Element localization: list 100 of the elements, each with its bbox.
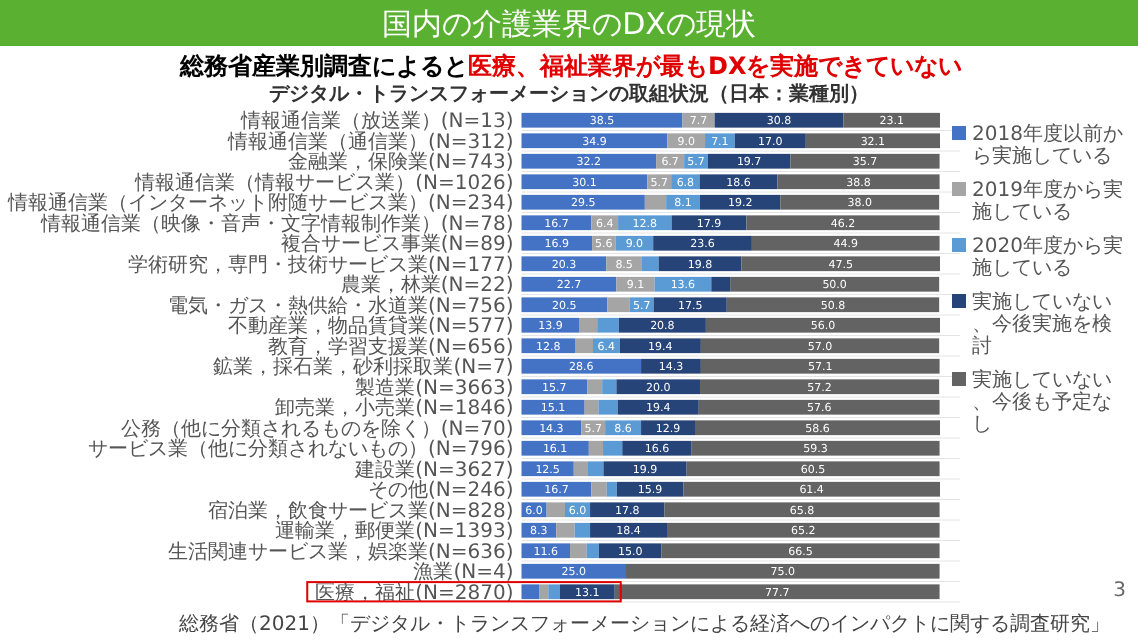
bar xyxy=(805,133,940,149)
bar xyxy=(591,481,607,497)
bar xyxy=(619,338,701,354)
bar xyxy=(548,584,560,600)
bar xyxy=(682,112,715,128)
bar xyxy=(641,256,659,272)
y-tick-label: 情報通信業（映像・音声・文字情報制作業）(N=78) xyxy=(38,211,514,236)
bar xyxy=(734,133,806,149)
chart-subtitle: デジタル・トランスフォーメーションの取組状況（日本：業種別） xyxy=(269,82,869,106)
y-tick-label: 電気・ガス・熱供給・水道業(N=756) xyxy=(168,293,514,318)
bar xyxy=(574,522,591,538)
bar xyxy=(683,481,940,497)
bar xyxy=(521,440,589,456)
bar xyxy=(521,297,608,313)
bar xyxy=(707,153,791,169)
bar xyxy=(664,502,940,518)
y-tick-label: 教育，学習支援業(N=656) xyxy=(268,334,514,359)
y-tick-label: 情報通信業（インターネット附随サービス業）(N=234) xyxy=(6,191,514,216)
bar xyxy=(521,133,668,149)
bar xyxy=(616,379,701,395)
y-tick-label: 情報通信業（情報サービス業）(N=1026) xyxy=(133,170,514,195)
bar xyxy=(521,563,627,579)
bar xyxy=(653,235,752,251)
bar xyxy=(746,215,940,231)
bar xyxy=(546,502,565,518)
legend-label: 2019年度から実施している xyxy=(972,178,1123,224)
bar xyxy=(598,543,662,559)
bar xyxy=(521,481,592,497)
bar xyxy=(726,297,940,313)
y-tick-label: 鉱業，採石業，砂利採取業(N=7) xyxy=(213,355,514,380)
bar xyxy=(521,194,645,210)
y-tick-label: その他(N=246) xyxy=(368,478,514,503)
y-tick-label: サービス業（他に分類されないもの）(N=796) xyxy=(88,437,514,462)
bar xyxy=(695,420,940,436)
bar xyxy=(671,215,747,231)
bar xyxy=(597,317,619,333)
bar xyxy=(521,174,648,190)
bar xyxy=(617,399,699,415)
bar xyxy=(584,399,599,415)
bar xyxy=(607,297,630,313)
bar xyxy=(570,543,587,559)
bar xyxy=(521,358,642,374)
bar xyxy=(579,317,598,333)
bar xyxy=(559,584,615,600)
bar xyxy=(590,502,665,518)
y-tick-label: 金融業，保険業(N=743) xyxy=(288,150,514,175)
bar xyxy=(590,522,667,538)
bar xyxy=(730,276,940,292)
bar xyxy=(521,276,617,292)
bar xyxy=(705,133,735,149)
y-tick-label: 製造業(N=3663) xyxy=(355,375,514,400)
bar xyxy=(711,276,731,292)
bar xyxy=(588,440,604,456)
y-tick-label: 情報通信業（放送業）(N=13) xyxy=(238,109,514,134)
text: 総務省（2021）「デジタル・トランスフォーメーションによる経済へのインパクトに関する調査研究」 xyxy=(177,612,1110,636)
bar xyxy=(602,379,617,395)
y-tick-label: 公務（他に分類されるものを除く）(N=70) xyxy=(120,416,514,441)
bar xyxy=(705,317,940,333)
bar xyxy=(751,235,940,251)
bar xyxy=(603,440,623,456)
text: 総務省産業別調査によると xyxy=(178,52,468,80)
y-tick-label: 学術研究，専門・技術サービス業(N=177) xyxy=(128,252,514,277)
bar xyxy=(556,522,575,538)
y-tick-label: 卸売業，小売業(N=1846) xyxy=(275,396,514,421)
legend-label: 実施していない、今後も予定なし xyxy=(972,368,1112,436)
bar xyxy=(606,481,617,497)
bar xyxy=(641,358,701,374)
bar xyxy=(603,461,687,477)
bar xyxy=(780,194,940,210)
bar xyxy=(691,440,940,456)
bar xyxy=(658,256,742,272)
y-tick-label: 運輸業，郵便業(N=1393) xyxy=(275,519,514,544)
y-tick-label: 建設業(N=3627) xyxy=(353,457,514,482)
bar xyxy=(700,358,940,374)
bar xyxy=(521,112,683,128)
bar xyxy=(626,563,940,579)
bar xyxy=(587,379,603,395)
bar xyxy=(521,399,585,415)
bar xyxy=(653,297,727,313)
bar xyxy=(700,379,940,395)
y-tick-label: 複合サービス事業(N=89) xyxy=(280,232,514,257)
bar xyxy=(777,174,940,190)
bar xyxy=(699,174,778,190)
bar xyxy=(616,481,684,497)
bar xyxy=(622,440,692,456)
y-tick-label: 農業，林業(N=22) xyxy=(340,273,514,298)
bar xyxy=(644,194,667,210)
bar xyxy=(614,584,940,600)
text: 3 xyxy=(1113,580,1126,602)
y-tick-label: 宿泊業，飲食サービス業(N=828) xyxy=(208,498,514,523)
bar xyxy=(586,543,599,559)
bar xyxy=(539,584,549,600)
bar xyxy=(698,399,940,415)
chart-title: 国内の介護業界のDXの現状 xyxy=(382,6,756,42)
y-tick-label: 生活関連サービス業，娯楽業(N=636) xyxy=(168,539,514,564)
bar xyxy=(741,256,940,272)
y-tick-label: 医療，福祉(N=2870) xyxy=(315,580,514,605)
y-tick-label: 不動産業，物品賃貸業(N=577) xyxy=(228,314,514,339)
bar xyxy=(521,256,607,272)
bar xyxy=(790,153,940,169)
